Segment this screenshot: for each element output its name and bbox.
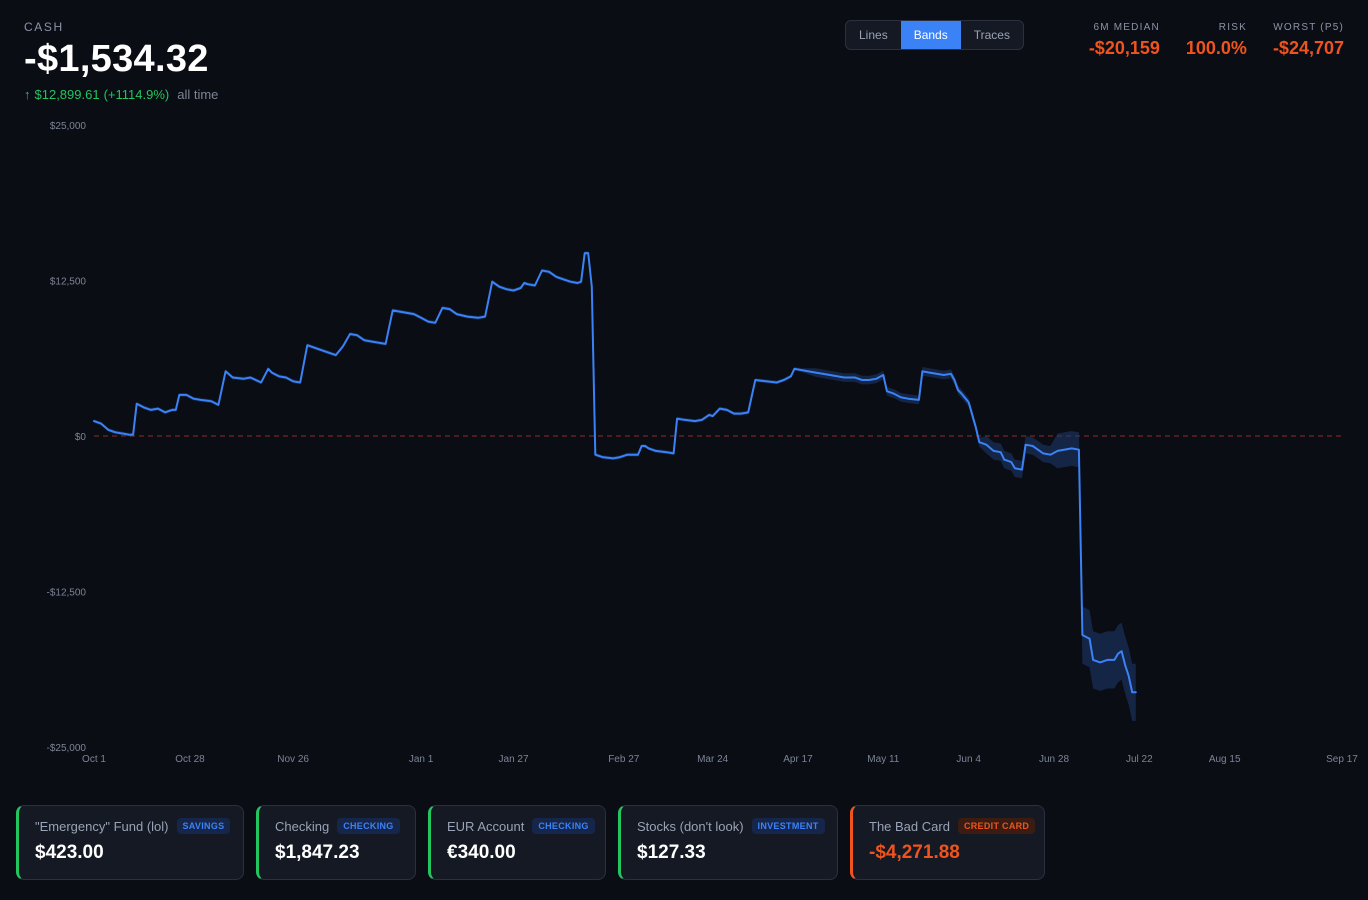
account-balance: $423.00 [35,842,104,863]
balance-label: CASH [24,20,64,34]
arrow-up-icon: ↑ [24,87,31,102]
account-balance: €340.00 [447,842,516,863]
account-card-stocks[interactable]: Stocks (don't look) INVESTMENT $127.33 [618,805,838,880]
x-tick-label: Apr 17 [783,754,813,765]
account-card-eur[interactable]: EUR Account CHECKING €340.00 [428,805,606,880]
y-tick-label: $12,500 [50,277,87,288]
balance-change: ↑ $12,899.61 (+1114.9%) all time [24,87,218,102]
stat-median-value: -$20,159 [1088,38,1160,58]
toggle-bands-button[interactable]: Bands [900,21,961,49]
x-tick-label: Aug 15 [1209,754,1241,765]
account-name: "Emergency" Fund (lol) [35,818,169,834]
account-balance: $1,847.23 [275,842,360,863]
x-tick-label: May 11 [867,754,899,765]
stat-median-label: 6M MEDIAN [1093,22,1160,33]
account-balance: $127.33 [637,842,706,863]
x-tick-label: Jan 27 [499,754,529,765]
account-card-checking[interactable]: Checking CHECKING $1,847.23 [256,805,416,880]
account-name: Stocks (don't look) [637,818,744,834]
x-tick-label: Nov 26 [277,754,309,765]
stat-worst-value: -$24,707 [1272,38,1344,58]
y-tick-label: -$12,500 [47,588,87,599]
stat-worst: WORST (P5) -$24,707 [1273,22,1344,59]
toggle-lines-button[interactable]: Lines [859,28,888,42]
x-tick-label: Jun 28 [1039,754,1069,765]
y-tick-label: $25,000 [50,121,87,132]
toggle-traces-button[interactable]: Traces [973,28,1010,42]
view-toggle: Lines Bands Traces [845,20,1024,50]
forecast-band [94,251,1136,721]
x-tick-label: Jan 1 [409,754,434,765]
account-balance: -$4,271.88 [869,842,960,863]
stat-worst-label: WORST (P5) [1273,22,1344,33]
account-card-emergency[interactable]: "Emergency" Fund (lol) SAVINGS $423.00 [16,805,244,880]
stat-risk: RISK 100.0% [1186,22,1247,59]
account-type-badge: CREDIT CARD [957,818,1036,834]
y-tick-label: $0 [75,432,87,443]
stat-risk-label: RISK [1218,22,1247,33]
y-tick-label: -$25,000 [47,743,87,754]
x-tick-label: Oct 28 [175,754,205,765]
x-tick-label: Sep 17 [1326,754,1358,765]
change-percent: (+1114.9%) [103,87,170,102]
header-summary: CASH -$1,534.32 ↑ $12,899.61 (+1114.9%) … [24,20,218,102]
account-type-badge: INVESTMENT [751,818,825,834]
change-amount: $12,899.61 [34,87,100,102]
balance-series-line [93,252,1137,694]
account-type-badge: SAVINGS [176,818,231,834]
x-tick-label: Mar 24 [697,754,729,765]
change-period: all time [177,87,219,102]
x-tick-label: Feb 27 [608,754,640,765]
current-balance: -$1,534.32 [24,38,209,80]
account-name: The Bad Card [869,818,950,834]
x-tick-label: Jul 22 [1126,754,1153,765]
x-tick-label: Jun 4 [956,754,981,765]
account-name: Checking [275,818,330,834]
stats-panel: 6M MEDIAN -$20,159 RISK 100.0% WORST (P5… [1089,22,1344,59]
accounts-row: "Emergency" Fund (lol) SAVINGS $423.00 C… [16,805,1045,880]
stat-risk-value: 100.0% [1185,38,1247,58]
account-name: EUR Account [447,818,525,834]
x-tick-label: Oct 1 [82,754,106,765]
account-card-credit[interactable]: The Bad Card CREDIT CARD -$4,271.88 [850,805,1045,880]
stat-median: 6M MEDIAN -$20,159 [1089,22,1160,59]
account-type-badge: CHECKING [532,818,595,834]
account-type-badge: CHECKING [337,818,400,834]
